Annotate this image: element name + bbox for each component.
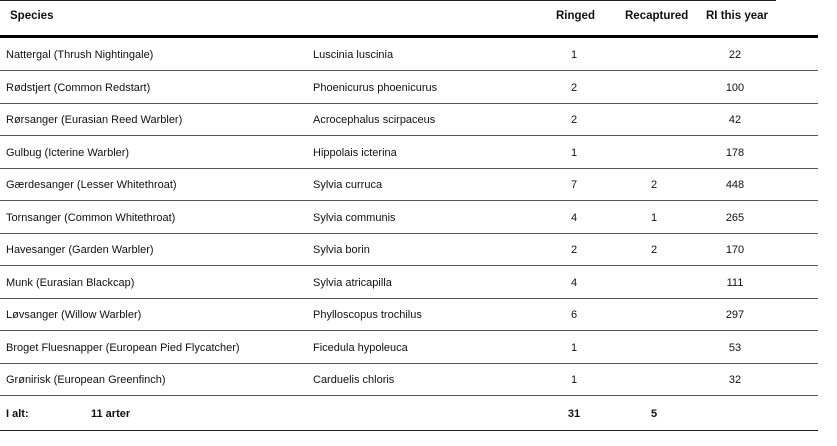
row-divider [0,200,818,201]
ringed-count: 4 [570,276,578,289]
total-species-count: 11 arter [91,408,131,420]
ringed-count: 1 [570,49,578,61]
table-row: Tornsanger (Common Whitethroat) Sylvia co… [0,202,818,234]
ri-this-year: 448 [725,179,745,191]
table-row: Gulbug (Icterine Warbler) Hippolais icter… [0,137,818,169]
ringed-count: 1 [570,146,578,159]
species-name: Havesanger (Garden Warbler) [6,244,154,256]
ringed-count: 2 [570,81,578,94]
latin-name: Phylloscopus trochilus [313,309,422,321]
row-divider [0,232,818,234]
recaptured-count: 2 [650,179,658,191]
row-divider [0,395,818,396]
species-name: Grønirisk (European Greenfinch) [6,374,166,386]
table-row: Nattergal (Thrush Nightingale) Luscinia l… [0,39,818,71]
ri-this-year: 22 [728,49,742,61]
table-row: Havesanger (Garden Warbler) Sylvia borin 2… [0,234,818,266]
latin-name: Ficedula hypoleuca [313,341,408,354]
ri-this-year: 111 [726,276,744,289]
ri-this-year: 265 [725,211,745,224]
header-ri-this-year: RI this year [706,10,768,22]
species-name: Nattergal (Thrush Nightingale) [6,49,154,61]
total-label: I alt: [6,408,29,420]
recaptured-count: 2 [650,244,658,256]
latin-name: Carduelis chloris [313,374,395,386]
latin-name: Sylvia borin [313,244,370,256]
header-recaptured: Recaptured [625,10,689,22]
ri-this-year: 297 [725,309,745,321]
ringed-count: 6 [570,309,578,321]
row-divider [0,297,818,299]
species-name: Rørsanger (Eurasian Reed Warbler) [6,114,183,126]
row-divider [0,135,818,136]
table-row: Gærdesanger (Lesser Whitethroat) Sylvia c… [0,169,818,201]
recaptured-count: 1 [650,211,658,224]
ringed-count: 2 [570,244,578,256]
latin-name: Sylvia curruca [313,179,383,191]
header-bottom-rule [0,35,818,38]
table-row: Munk (Eurasian Blackcap) Sylvia atricapil… [0,267,818,299]
ringed-count: 4 [570,211,578,224]
species-name: Tornsanger (Common Whitethroat) [6,211,176,224]
total-recaptured: 5 [650,408,658,420]
row-divider [0,70,818,71]
header-ringed: Ringed [556,10,595,22]
row-divider [0,167,818,169]
ringed-count: 1 [570,341,578,354]
species-name: Gærdesanger (Lesser Whitethroat) [6,179,177,191]
ringed-count: 1 [570,374,578,386]
row-divider [0,362,818,364]
species-name: Gulbug (Icterine Warbler) [6,146,130,159]
total-row: I alt: 11 arter 31 5 [0,398,818,431]
total-bottom-rule [0,430,818,431]
row-divider [0,102,818,104]
species-name: Rødstjert (Common Redstart) [6,81,151,94]
row-divider [0,265,818,266]
species-name: Broget Fluesnapper (European Pied Flycat… [6,341,240,354]
ri-this-year: 42 [728,114,742,126]
latin-name: Hippolais icterina [313,146,397,159]
row-divider [0,330,818,331]
ri-this-year: 32 [728,374,742,386]
ri-this-year: 100 [725,81,745,94]
table-row: Løvsanger (Willow Warbler) Phylloscopus t… [0,299,818,331]
latin-name: Sylvia communis [313,211,396,224]
latin-name: Sylvia atricapilla [313,276,392,289]
table-row: Broget Fluesnapper (European Pied Flycat… [0,332,818,364]
latin-name: Phoenicurus phoenicurus [313,81,438,94]
ri-this-year: 53 [728,341,742,354]
ri-this-year: 170 [725,244,745,256]
header-species: Species [10,10,54,22]
ringed-count: 7 [570,179,578,191]
table-row: Rørsanger (Eurasian Reed Warbler) Acrocep… [0,104,818,136]
ri-this-year: 178 [725,146,745,159]
table-header: Species Ringed Recaptured RI this year [0,0,837,38]
table-row: Grønirisk (European Greenfinch) Carduelis… [0,364,818,396]
latin-name: Acrocephalus scirpaceus [313,114,436,126]
species-name: Løvsanger (Willow Warbler) [6,309,142,321]
latin-name: Luscinia luscinia [313,49,394,61]
table-row: Rødstjert (Common Redstart) Phoenicurus p… [0,72,818,104]
ringed-count: 2 [570,114,578,126]
species-name: Munk (Eurasian Blackcap) [6,276,135,289]
header-top-rule [0,0,776,1]
total-ringed: 31 [567,408,581,420]
